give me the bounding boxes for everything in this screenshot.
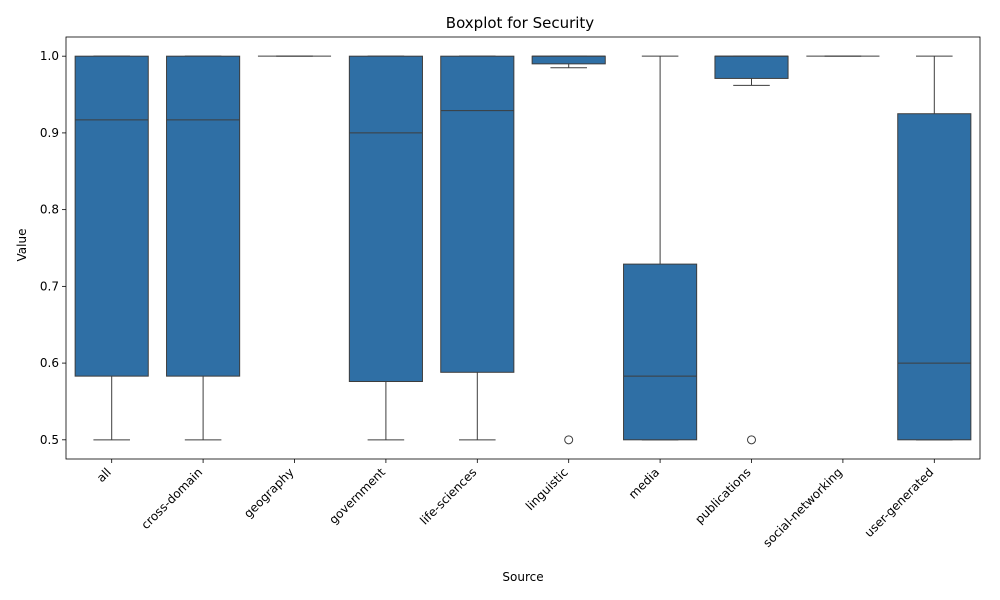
box-government (348, 55, 423, 441)
boxplot-series (74, 55, 972, 445)
x-tick-label: media (626, 465, 662, 501)
x-tick-label: all (94, 465, 114, 485)
x-tick-label: life-sciences (417, 465, 479, 527)
x-tick-label: geography (241, 465, 297, 521)
box-media (623, 55, 698, 441)
iqr-box (623, 263, 698, 441)
y-tick-label: 0.7 (40, 279, 59, 293)
x-axis-ticks: all cross-domain geography government life-s… (94, 459, 936, 550)
box-all (74, 55, 149, 441)
box-user-generated (897, 55, 972, 441)
x-tick-label: social-networking (760, 465, 845, 550)
x-tick-label: cross-domain (138, 465, 205, 532)
iqr-box (531, 55, 606, 65)
outlier-point (564, 435, 574, 445)
box-cross-domain (166, 55, 241, 441)
chart-title: Boxplot for Security (446, 14, 595, 32)
box-life-sciences (440, 55, 515, 441)
y-tick-label: 0.6 (40, 356, 59, 370)
x-tick-label: publications (692, 465, 753, 526)
x-tick-label: linguistic (523, 465, 571, 513)
outlier-point (747, 435, 756, 445)
x-axis-label: Source (502, 570, 543, 584)
plot-frame (65, 36, 981, 460)
iqr-box (166, 55, 241, 377)
y-axis-ticks: 0.5 0.6 0.7 0.8 0.9 1.0 (40, 49, 66, 447)
iqr-box (714, 55, 789, 79)
iqr-box (348, 55, 423, 383)
x-tick-label: user-generated (862, 465, 937, 540)
iqr-box (440, 55, 515, 373)
box-publications (714, 55, 789, 445)
box-linguistic (531, 55, 606, 445)
y-tick-label: 0.5 (40, 433, 59, 447)
y-tick-label: 0.8 (40, 203, 59, 217)
y-axis-label: Value (15, 229, 29, 262)
iqr-box (74, 55, 149, 377)
x-tick-label: government (326, 465, 388, 527)
iqr-box (897, 113, 972, 441)
y-tick-label: 0.9 (40, 126, 59, 140)
y-tick-label: 1.0 (40, 49, 59, 63)
